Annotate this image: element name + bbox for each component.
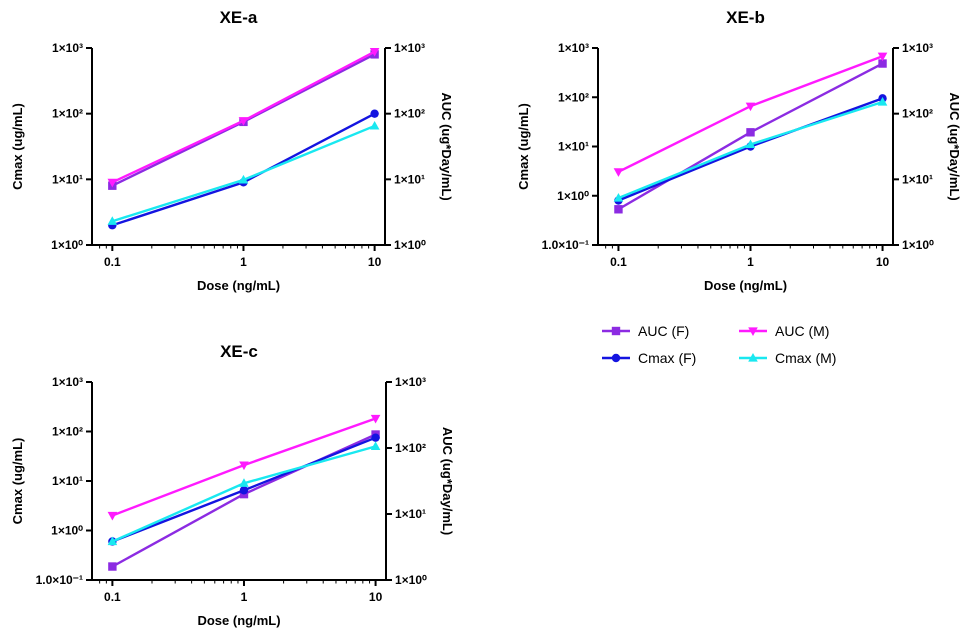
y-tick-label-left: 1×10² [52, 107, 83, 121]
y-tick-label-left: 1.0×10⁻¹ [36, 573, 83, 587]
y-tick-label-right: 1×10¹ [394, 172, 425, 186]
y-tick-label-left: 1×10⁰ [51, 238, 83, 252]
data-point [239, 478, 249, 487]
data-point [238, 174, 249, 184]
chart-xe-b: XE-b 0.1 1 10 1.0×10⁻¹ 1×10⁰ 1×10¹ 1×10² 1×10³ 1×… [516, 8, 962, 293]
series-auc-m [107, 48, 380, 188]
data-point [107, 178, 118, 188]
y-axis-label-left: Cmax (ug/mL) [10, 438, 25, 525]
data-point [239, 461, 249, 471]
y-tick-label-left: 1×10² [52, 425, 83, 439]
y-tick-label-right: 1×10⁰ [395, 573, 427, 587]
y-axis-label-right: AUC (ug*Day/mL) [439, 92, 454, 200]
y-tick-label-right: 1×10² [394, 107, 425, 121]
data-point [370, 109, 379, 118]
y-tick-label-right: 1×10³ [902, 41, 933, 55]
series-auc-m [613, 52, 888, 177]
y-axis-label-right: AUC (ug*Day/mL) [440, 427, 455, 535]
chart-title: XE-c [220, 342, 258, 361]
x-tick-label: 10 [369, 590, 383, 604]
data-point [877, 97, 888, 106]
x-axis-label: Dose (ng/mL) [197, 278, 280, 293]
legend-label: Cmax (M) [775, 350, 836, 366]
y-tick-label-left: 1×10⁰ [51, 524, 83, 538]
y-tick-label-right: 1×10³ [394, 41, 425, 55]
y-tick-label-right: 1×10⁰ [902, 238, 934, 252]
data-point [238, 117, 249, 126]
y-axis-label-left: Cmax (ug/mL) [10, 103, 25, 190]
legend-item: Cmax (M) [739, 350, 836, 366]
data-point [878, 59, 887, 68]
legend-label: AUC (M) [775, 323, 829, 339]
x-tick-label: 1 [747, 255, 754, 269]
data-point [613, 168, 624, 177]
legend-marker [748, 327, 758, 336]
y-tick-label-left: 1.0×10⁻¹ [542, 238, 589, 252]
x-tick-label: 0.1 [104, 590, 121, 604]
data-point [107, 511, 118, 521]
legend-item: Cmax (F) [602, 350, 696, 366]
data-point [370, 441, 381, 451]
legend-item: AUC (M) [739, 323, 829, 339]
y-tick-label-left: 1×10³ [558, 41, 589, 55]
y-tick-label-left: 1×10⁰ [557, 189, 589, 203]
data-point [239, 486, 249, 495]
y-tick-label-left: 1×10³ [52, 375, 83, 389]
y-tick-label-left: 1×10³ [52, 41, 83, 55]
y-tick-label-right: 1×10¹ [395, 507, 426, 521]
data-point [370, 414, 381, 424]
data-point [107, 216, 118, 225]
legend: AUC (F) AUC (M) Cmax (F) Cmax (M) [602, 323, 836, 366]
x-axis-label: Dose (ng/mL) [704, 278, 787, 293]
chart-title: XE-a [220, 8, 258, 27]
series-line [111, 50, 376, 184]
series-cmax-f [108, 109, 379, 230]
chart-title: XE-b [726, 8, 765, 27]
legend-marker [611, 353, 621, 363]
series-line [111, 124, 376, 223]
data-point [107, 536, 118, 546]
series-cmax-m [107, 120, 380, 225]
series-auc-f [614, 59, 887, 214]
y-tick-label-left: 1×10¹ [558, 140, 589, 154]
y-tick-label-right: 1×10⁰ [394, 238, 426, 252]
x-tick-label: 10 [876, 255, 890, 269]
x-tick-label: 1 [240, 255, 247, 269]
data-point [613, 193, 624, 202]
x-tick-label: 0.1 [104, 255, 121, 269]
data-point [108, 562, 117, 571]
y-tick-label-right: 1×10¹ [902, 172, 933, 186]
legend-label: Cmax (F) [638, 350, 696, 366]
data-point [877, 52, 888, 62]
y-tick-label-right: 1×10² [395, 441, 426, 455]
y-axis-label-left: Cmax (ug/mL) [516, 103, 531, 190]
legend-marker [611, 326, 621, 336]
chart-xe-c: XE-c 0.1 1 10 1.0×10⁻¹ 1×10⁰ 1×10¹ 1×10² 1×10³ 1×… [10, 342, 455, 628]
x-tick-label: 10 [368, 255, 382, 269]
y-tick-label-left: 1×10¹ [52, 172, 83, 186]
data-point [614, 205, 623, 214]
legend-marker [748, 353, 758, 362]
legend-item: AUC (F) [602, 323, 689, 339]
x-tick-label: 0.1 [610, 255, 627, 269]
data-point [745, 139, 756, 149]
series-auc-m [107, 414, 381, 521]
y-axis-label-right: AUC (ug*Day/mL) [947, 92, 962, 200]
data-point [369, 120, 380, 130]
data-point [745, 102, 756, 112]
data-point [371, 433, 380, 442]
x-axis-label: Dose (ng/mL) [197, 613, 280, 628]
y-tick-label-left: 1×10¹ [52, 474, 83, 488]
y-tick-label-right: 1×10³ [395, 375, 426, 389]
series-cmax-m [613, 97, 888, 202]
data-point [746, 128, 755, 137]
chart-xe-a: XE-a 0.1 1 10 1×10⁰ 1×10¹ 1×10² 1×10³ 1×10⁰ 1×10¹… [10, 8, 454, 293]
data-point [369, 48, 380, 57]
series-cmax-m [107, 441, 381, 546]
x-tick-label: 1 [241, 590, 248, 604]
y-tick-label-left: 1×10² [558, 90, 589, 104]
y-tick-label-right: 1×10² [902, 107, 933, 121]
legend-label: AUC (F) [638, 323, 689, 339]
